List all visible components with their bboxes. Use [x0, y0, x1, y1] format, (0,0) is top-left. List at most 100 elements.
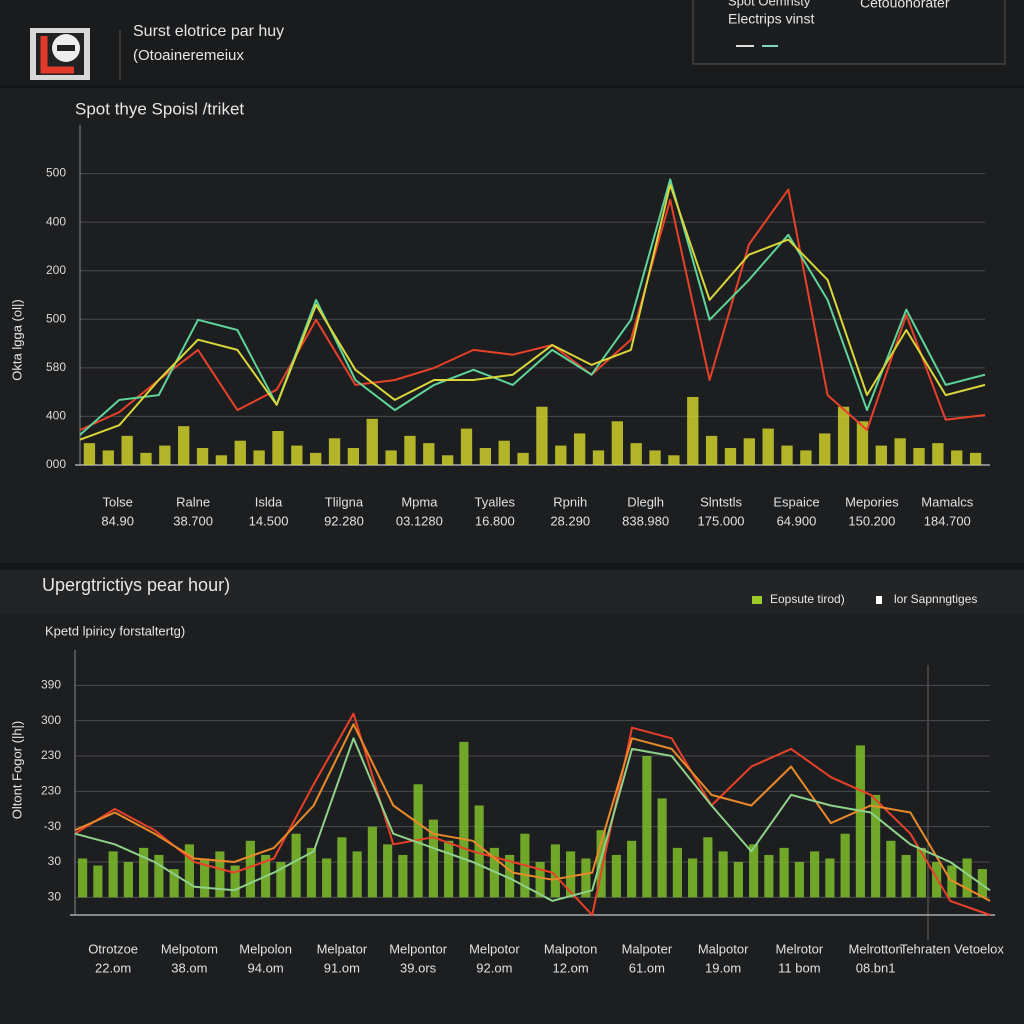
- bar: [932, 443, 944, 465]
- y-tick-label: 400: [46, 214, 66, 228]
- x-tick-label: Espaice: [773, 494, 819, 509]
- bar: [423, 443, 435, 465]
- y-tick-label: -30: [44, 819, 62, 833]
- legend-swatch: [876, 596, 882, 604]
- x-tick-label: Rpnih: [553, 494, 587, 509]
- x-tick-label: Melpator: [317, 941, 368, 956]
- bar: [200, 858, 210, 898]
- bar: [479, 448, 492, 465]
- bar: [627, 840, 637, 898]
- bar: [404, 435, 416, 465]
- x-tick-sublabel: 14.500: [249, 513, 289, 528]
- chart-subtitle: Kpetd lpiricy forstaltertg): [45, 623, 185, 638]
- x-tick-label: Dleglh: [627, 494, 664, 509]
- x-tick-label: Melpotor: [469, 941, 520, 956]
- bar: [215, 851, 225, 898]
- bar: [253, 450, 265, 465]
- x-tick-sublabel: 150.200: [848, 513, 895, 528]
- charts: Spot thye Spoisl /triket Okta lgga (ol|) 0…: [9, 99, 1004, 975]
- info-right: Cetouonorater: [860, 0, 950, 11]
- bar: [596, 830, 606, 898]
- line-series: [74, 712, 991, 916]
- x-tick-label: Melpotom: [161, 941, 218, 956]
- y-tick-label: 30: [48, 890, 62, 904]
- bar: [460, 428, 473, 465]
- bar: [385, 450, 397, 465]
- y-tick-label: 230: [41, 748, 61, 762]
- x-tick-sublabel: 92.280: [324, 513, 364, 528]
- panel-bottom: [0, 570, 1024, 1024]
- x-tick-sublabel: 28.290: [550, 513, 590, 528]
- bar: [837, 406, 850, 465]
- legend-label: lor Sapnngtiges: [894, 592, 977, 606]
- x-tick-sublabel: 838.980: [622, 513, 669, 528]
- info-box: [692, 0, 1006, 65]
- y-tick-label: 230: [41, 784, 61, 798]
- bar: [121, 435, 133, 465]
- bar: [550, 844, 560, 898]
- y-tick-label: 000: [46, 457, 66, 471]
- bar: [230, 865, 240, 898]
- bar: [555, 445, 567, 465]
- bar: [272, 431, 284, 465]
- x-tick-sublabel: 94.om: [248, 960, 284, 975]
- bar: [352, 851, 362, 898]
- x-tick-label: Melpolon: [239, 941, 292, 956]
- bar: [139, 847, 149, 898]
- x-tick-label: Tyalles: [475, 494, 516, 509]
- bar: [977, 869, 987, 898]
- x-tick-sublabel: 03.1280: [396, 513, 443, 528]
- x-tick-sublabel: 91.om: [324, 960, 360, 975]
- bar: [108, 851, 118, 898]
- line-series: [74, 723, 991, 902]
- x-tick-sublabel: 19.om: [705, 960, 741, 975]
- bar: [505, 854, 515, 898]
- bar: [630, 443, 642, 465]
- bar: [306, 847, 316, 898]
- x-tick-sublabel: 84.90: [101, 513, 134, 528]
- bar: [668, 455, 680, 465]
- bar: [140, 452, 152, 465]
- x-tick-label: Slntstls: [700, 494, 742, 509]
- x-tick-sublabel: 92.om: [476, 960, 512, 975]
- x-tick-sublabel: 175.000: [698, 513, 745, 528]
- x-tick-label: Malpoton: [544, 941, 597, 956]
- bar: [764, 854, 774, 898]
- bar: [856, 421, 869, 465]
- bar: [894, 438, 906, 465]
- x-tick-label: Ralne: [176, 494, 210, 509]
- y-axis-label: Oltont Fogor (|h|): [9, 721, 24, 820]
- chart-title: Upergtrictiys pear hour): [42, 575, 230, 595]
- bar: [913, 448, 925, 465]
- line-series: [79, 188, 986, 431]
- y-tick-label: 300: [41, 713, 61, 727]
- bar: [566, 851, 576, 898]
- x-tick-sublabel: 64.900: [777, 513, 817, 528]
- x-tick-label: Tlilgna: [325, 494, 364, 509]
- x-tick-sublabel: 184.700: [924, 513, 971, 528]
- x-tick-label: Melpontor: [389, 941, 447, 956]
- bar: [875, 445, 887, 465]
- header-subtitle: (Otoaineremeiux: [133, 47, 244, 64]
- x-tick-label: Melrotor: [776, 941, 824, 956]
- bar: [428, 819, 438, 898]
- y-tick-label: 390: [41, 678, 61, 692]
- bar: [611, 854, 621, 898]
- line-series: [79, 183, 986, 441]
- x-tick-label: Tehraten Vetoelox: [900, 941, 1005, 956]
- bar: [733, 862, 743, 898]
- logo-mark: [40, 36, 74, 74]
- x-tick-sublabel: 38.700: [173, 513, 213, 528]
- bar: [825, 858, 835, 898]
- bar: [337, 837, 347, 898]
- bar: [535, 862, 545, 898]
- legend-swatch: [752, 596, 762, 604]
- x-tick-label: Islda: [255, 494, 283, 509]
- bar: [366, 418, 378, 465]
- bar: [83, 443, 96, 465]
- bar: [536, 406, 548, 465]
- line-series: [74, 737, 991, 902]
- bar: [969, 452, 982, 465]
